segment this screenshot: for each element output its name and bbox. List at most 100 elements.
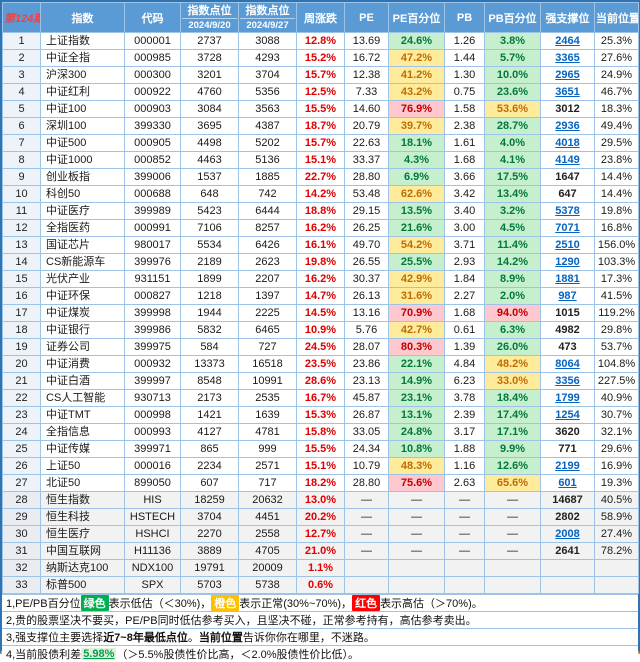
index-name: 中证煤炭 (40, 304, 125, 322)
points-0920: 5534 (180, 236, 239, 254)
pe-value: 22.63 (344, 134, 389, 152)
current-position: 27.6% (594, 49, 639, 67)
points-0927: 727 (238, 338, 297, 356)
note-text: 。 (187, 632, 199, 644)
points-0927: 3563 (238, 100, 297, 118)
current-position: 119.2% (594, 304, 639, 322)
row-number: 2 (2, 49, 41, 67)
points-0920: 8548 (180, 372, 239, 390)
table-row: 33 标普500 SPX 5703 5738 0.6% (2, 576, 639, 594)
pb-value: 3.71 (444, 236, 485, 254)
support-level[interactable]: 1881 (540, 270, 595, 288)
pb-percentile: — (484, 542, 541, 560)
pb-percentile: 23.6% (484, 83, 541, 101)
pb-percentile: 26.0% (484, 338, 541, 356)
points-0920: 18259 (180, 491, 239, 509)
weekly-change: 16.2% (296, 270, 345, 288)
points-0927: 4451 (238, 508, 297, 526)
points-0920: 5423 (180, 202, 239, 220)
support-level[interactable]: 3356 (540, 372, 595, 390)
pb-percentile: 6.3% (484, 321, 541, 339)
support-level[interactable]: 3651 (540, 83, 595, 101)
current-position (594, 576, 639, 594)
support-level[interactable]: 2510 (540, 236, 595, 254)
index-code: 000905 (124, 134, 181, 152)
index-name: 中证1000 (40, 151, 125, 169)
support-level[interactable]: 4018 (540, 134, 595, 152)
points-0927: 6444 (238, 202, 297, 220)
points-0920: 865 (180, 440, 239, 458)
support-level[interactable]: 8064 (540, 355, 595, 373)
support-level[interactable]: 4149 (540, 151, 595, 169)
row-number: 20 (2, 355, 41, 373)
pe-percentile: 76.9% (388, 100, 445, 118)
index-name: 中证白酒 (40, 372, 125, 390)
points-0927: 1397 (238, 287, 297, 305)
pe-value: 20.79 (344, 117, 389, 135)
index-code: 000993 (124, 423, 181, 441)
footnote-3: 3,强支撑位主要选择 近7~8年 最低点位。当前位置 告诉你你在哪里，不迷路。 (2, 628, 638, 645)
index-code: 399997 (124, 372, 181, 390)
pe-value: 26.55 (344, 253, 389, 271)
pb-value: 1.30 (444, 66, 485, 84)
current-position: 29.5% (594, 134, 639, 152)
table-row: 23 中证TMT 000998 1421 1639 15.3% 26.87 13.1% 2.39… (2, 406, 639, 424)
points-0920: 2189 (180, 253, 239, 271)
index-name: 标普500 (40, 576, 125, 594)
col-header-points-0920: 指数点位 2024/9/20 (180, 2, 239, 33)
current-position: 23.8% (594, 151, 639, 169)
pe-value: 12.38 (344, 66, 389, 84)
index-name: 北证50 (40, 474, 125, 492)
pb-percentile: — (484, 508, 541, 526)
points-0927: 2535 (238, 389, 297, 407)
support-level[interactable]: 1254 (540, 406, 595, 424)
pb-value: 1.16 (444, 457, 485, 475)
table-row: 31 中国互联网 H11136 3889 4705 21.0% — — — —2641 78.2% (2, 542, 639, 560)
row-number: 4 (2, 83, 41, 101)
pe-percentile: 31.6% (388, 287, 445, 305)
index-code: 000985 (124, 49, 181, 67)
weekly-change: 15.5% (296, 100, 345, 118)
support-level[interactable]: 2965 (540, 66, 595, 84)
points-0920: 4760 (180, 83, 239, 101)
pb-percentile: 4.5% (484, 219, 541, 237)
pe-value: 28.80 (344, 474, 389, 492)
support-level[interactable]: 3365 (540, 49, 595, 67)
index-code: 399998 (124, 304, 181, 322)
index-code: 399330 (124, 117, 181, 135)
index-code: 399976 (124, 253, 181, 271)
pe-value: 33.37 (344, 151, 389, 169)
support-level[interactable]: 601 (540, 474, 595, 492)
note-text: 3,强支撑位主要选择 (6, 632, 104, 644)
weekly-change: 14.2% (296, 185, 345, 203)
weekly-change: 21.0% (296, 542, 345, 560)
green-legend-chip: 绿色 (80, 595, 109, 611)
current-position: 104.8% (594, 355, 639, 373)
index-code: 399006 (124, 168, 181, 186)
support-level[interactable]: 1799 (540, 389, 595, 407)
index-name: CS人工智能 (40, 389, 125, 407)
pb-percentile: 3.8% (484, 32, 541, 50)
index-code: HIS (124, 491, 181, 509)
pb-value: 3.78 (444, 389, 485, 407)
pe-value: 28.07 (344, 338, 389, 356)
support-level[interactable]: 5378 (540, 202, 595, 220)
pb-percentile: 33.0% (484, 372, 541, 390)
pe-percentile: — (388, 508, 445, 526)
index-name: 中证100 (40, 100, 125, 118)
support-level[interactable]: 7071 (540, 219, 595, 237)
table-row: 6 深圳100 399330 3695 4387 18.7% 20.79 39.7% 2.38 2… (2, 117, 639, 135)
index-name: 上证指数 (40, 32, 125, 50)
support-level[interactable]: 2008 (540, 525, 595, 543)
row-number: 27 (2, 474, 41, 492)
weekly-change: 19.8% (296, 253, 345, 271)
pe-value: — (344, 491, 389, 509)
weekly-change: 18.7% (296, 117, 345, 135)
support-level[interactable]: 987 (540, 287, 595, 305)
support-level[interactable]: 1290 (540, 253, 595, 271)
pe-percentile: 24.8% (388, 423, 445, 441)
points-0927: 4293 (238, 49, 297, 67)
support-level[interactable]: 2464 (540, 32, 595, 50)
support-level[interactable]: 2199 (540, 457, 595, 475)
support-level[interactable]: 2936 (540, 117, 595, 135)
